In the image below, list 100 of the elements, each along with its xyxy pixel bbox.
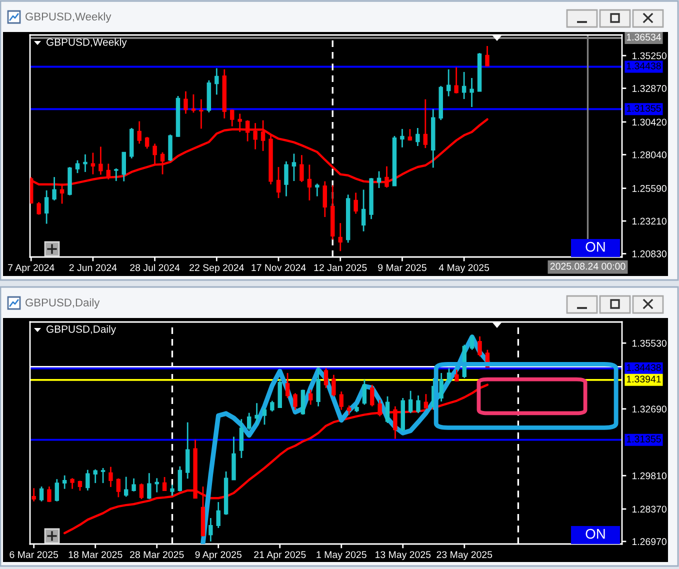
candlestick bbox=[44, 190, 49, 224]
candlestick bbox=[262, 407, 267, 426]
candlestick bbox=[408, 390, 413, 414]
y-tick-label: 1.29810 bbox=[632, 472, 666, 480]
candlestick bbox=[324, 367, 328, 389]
candlestick bbox=[114, 168, 118, 182]
candlestick bbox=[122, 151, 126, 182]
candlestick bbox=[284, 160, 288, 197]
candlestick bbox=[362, 379, 367, 406]
x-tick-label: 22 Sep 2024 bbox=[190, 264, 244, 274]
ref-line-label: 1.34438 bbox=[626, 62, 661, 70]
chart-title: GBPUSD,Weekly bbox=[26, 12, 112, 23]
candlestick bbox=[308, 388, 313, 406]
x-tick-label: 28 Jul 2024 bbox=[130, 264, 180, 272]
y-tick-label: 1.20830 bbox=[632, 250, 666, 258]
candlestick bbox=[376, 170, 382, 189]
candlestick bbox=[139, 482, 144, 500]
candlestick bbox=[454, 369, 459, 382]
candlestick bbox=[199, 98, 204, 130]
candlestick bbox=[160, 152, 165, 175]
candlestick bbox=[184, 90, 188, 114]
annotation: ON bbox=[586, 528, 605, 539]
chart-subtitle: GBPUSD,Daily bbox=[46, 325, 116, 335]
candlestick bbox=[116, 478, 121, 498]
candlestick bbox=[124, 476, 128, 498]
annotation: ON bbox=[586, 242, 605, 252]
candlestick bbox=[216, 501, 220, 529]
candlestick bbox=[339, 390, 344, 411]
candlestick bbox=[144, 136, 150, 150]
candlestick bbox=[230, 108, 234, 128]
candlestick bbox=[83, 154, 88, 173]
y-tick-label: 1.25590 bbox=[632, 185, 666, 192]
candlestick bbox=[39, 486, 44, 502]
candlestick bbox=[270, 400, 274, 412]
y-tick-label: 1.23210 bbox=[632, 218, 666, 225]
x-tick-label: 6 Mar 2025 bbox=[10, 551, 58, 558]
x-tick-label: 17 Nov 2024 bbox=[252, 264, 306, 272]
candlestick bbox=[292, 153, 296, 182]
candlestick bbox=[315, 182, 320, 197]
candlestick bbox=[470, 334, 474, 351]
x-tick-label: 12 Jan 2025 bbox=[314, 264, 367, 272]
candlestick bbox=[293, 392, 298, 411]
candlestick bbox=[52, 176, 56, 202]
candlestick bbox=[254, 402, 259, 426]
candlestick bbox=[214, 68, 219, 96]
candlestick bbox=[446, 367, 452, 384]
ref-line-label: 1.33941 bbox=[626, 376, 661, 383]
candlestick bbox=[285, 372, 290, 399]
candlestick bbox=[378, 399, 382, 418]
candlestick bbox=[239, 418, 244, 459]
candlestick bbox=[439, 372, 444, 402]
candlestick bbox=[424, 393, 428, 410]
candlestick bbox=[47, 486, 52, 503]
candlestick bbox=[393, 406, 398, 440]
candlestick bbox=[93, 468, 98, 484]
line-series bbox=[63, 384, 489, 534]
candlestick bbox=[462, 71, 466, 100]
candlestick bbox=[62, 474, 67, 490]
y-tick-label: 1.35250 bbox=[632, 52, 666, 60]
candlestick bbox=[454, 66, 458, 94]
candlestick bbox=[276, 166, 281, 199]
candlestick bbox=[54, 478, 60, 502]
candlestick bbox=[332, 374, 336, 398]
candlestick bbox=[100, 467, 106, 484]
candlestick bbox=[208, 517, 213, 542]
candlestick bbox=[300, 154, 304, 183]
candlestick bbox=[36, 201, 41, 216]
ref-line-label: 1.31355 bbox=[626, 104, 661, 112]
ref-line-label: 2025.08.24 00:00 bbox=[550, 262, 626, 270]
x-tick-label: 21 Apr 2025 bbox=[254, 551, 306, 560]
candlestick bbox=[416, 127, 420, 147]
y-tick-label: 1.30420 bbox=[632, 118, 666, 126]
candlestick bbox=[78, 480, 82, 492]
ref-line-label: 1.34438 bbox=[626, 364, 661, 372]
y-tick-label: 1.35530 bbox=[632, 340, 666, 347]
candlestick bbox=[470, 77, 474, 108]
x-tick-label: 7 Apr 2024 bbox=[8, 264, 54, 274]
y-tick-label: 1.28370 bbox=[632, 506, 666, 513]
y-tick-label: 1.32870 bbox=[632, 85, 666, 92]
candlestick bbox=[300, 388, 306, 416]
x-tick-label: 2 Jun 2024 bbox=[69, 264, 117, 272]
candlestick bbox=[98, 146, 103, 176]
candlestick bbox=[307, 164, 312, 202]
candlestick bbox=[106, 163, 111, 180]
candlestick bbox=[354, 192, 358, 214]
candlestick bbox=[191, 94, 196, 114]
candlestick bbox=[478, 336, 482, 357]
x-tick-label: 9 Mar 2025 bbox=[378, 264, 426, 272]
y-tick-label: 1.28040 bbox=[632, 151, 666, 158]
x-tick-label: 28 Mar 2025 bbox=[130, 551, 184, 558]
candlestick bbox=[152, 142, 157, 166]
candlestick bbox=[446, 68, 451, 97]
candlestick bbox=[316, 367, 320, 408]
ref-line-label: 1.36534 bbox=[626, 34, 662, 41]
candlestick bbox=[90, 152, 96, 175]
candlestick bbox=[322, 180, 328, 218]
candlestick bbox=[170, 484, 174, 496]
candlestick bbox=[186, 422, 190, 480]
x-tick-label: 1 May 2025 bbox=[316, 551, 366, 560]
candlestick bbox=[108, 466, 113, 488]
